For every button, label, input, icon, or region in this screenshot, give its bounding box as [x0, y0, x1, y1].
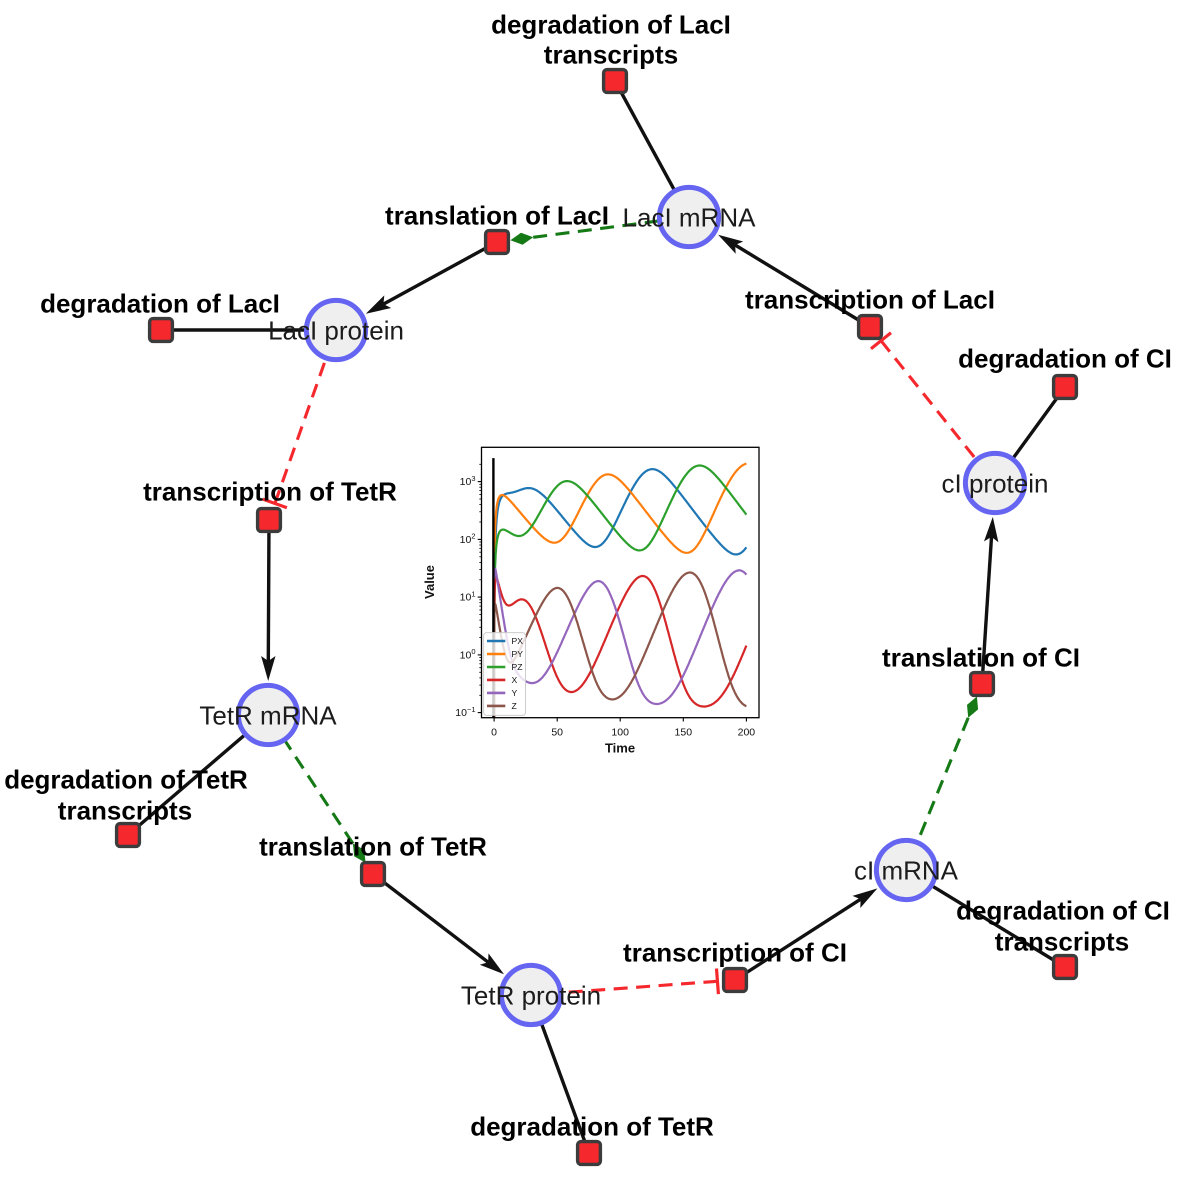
svg-text:Value: Value: [422, 565, 437, 599]
svg-text:TetR mRNA: TetR mRNA: [199, 700, 337, 730]
svg-text:X: X: [512, 675, 518, 685]
svg-text:PX: PX: [512, 636, 524, 646]
svg-text:degradation of LacI: degradation of LacI: [40, 288, 280, 318]
svg-text:103: 103: [460, 474, 476, 488]
svg-text:degradation of CI: degradation of CI: [958, 343, 1172, 373]
svg-text:transcription of CI: transcription of CI: [623, 937, 847, 967]
svg-text:150: 150: [675, 727, 693, 739]
svg-text:transcripts: transcripts: [58, 795, 192, 825]
svg-text:50: 50: [551, 727, 563, 739]
svg-text:transcripts: transcripts: [995, 926, 1129, 956]
svg-text:Time: Time: [605, 741, 635, 756]
svg-text:PZ: PZ: [512, 662, 523, 672]
svg-text:102: 102: [460, 532, 476, 546]
svg-text:TetR protein: TetR protein: [461, 980, 601, 1010]
svg-text:cI protein: cI protein: [942, 468, 1049, 498]
svg-text:degradation of TetR: degradation of TetR: [4, 764, 248, 794]
svg-text:translation of TetR: translation of TetR: [259, 831, 487, 861]
svg-text:100: 100: [460, 647, 476, 661]
svg-text:100: 100: [611, 727, 629, 739]
svg-text:LacI protein: LacI protein: [268, 315, 404, 345]
svg-text:transcripts: transcripts: [544, 39, 678, 69]
svg-text:translation of CI: translation of CI: [882, 642, 1080, 672]
svg-text:Y: Y: [512, 688, 518, 698]
svg-text:transcription of LacI: transcription of LacI: [745, 284, 995, 314]
svg-text:10−1: 10−1: [455, 705, 475, 719]
svg-text:translation of LacI: translation of LacI: [385, 200, 609, 230]
svg-text:degradation of LacI: degradation of LacI: [491, 9, 731, 39]
svg-text:degradation of CI: degradation of CI: [956, 895, 1170, 925]
svg-text:degradation of TetR: degradation of TetR: [470, 1111, 714, 1141]
svg-text:transcription of TetR: transcription of TetR: [143, 476, 397, 506]
svg-text:101: 101: [460, 589, 476, 603]
svg-text:LacI mRNA: LacI mRNA: [623, 202, 757, 232]
svg-text:Z: Z: [512, 701, 517, 711]
svg-text:0: 0: [491, 727, 497, 739]
svg-text:PY: PY: [512, 649, 524, 659]
svg-text:cI mRNA: cI mRNA: [854, 855, 959, 885]
svg-text:200: 200: [738, 727, 756, 739]
